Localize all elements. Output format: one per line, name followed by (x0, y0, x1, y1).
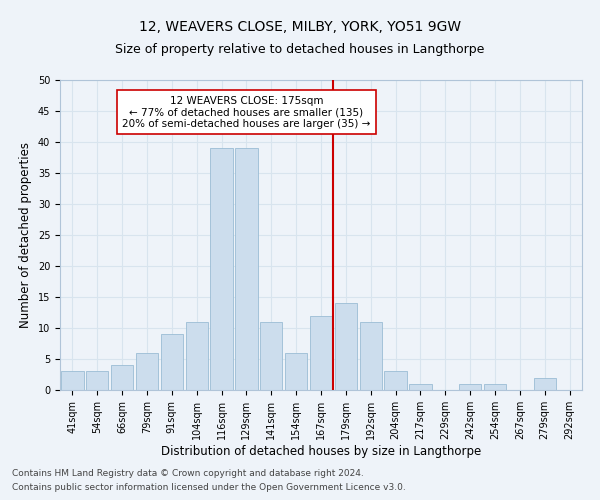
Text: Contains public sector information licensed under the Open Government Licence v3: Contains public sector information licen… (12, 484, 406, 492)
Bar (409, 384, 431, 390)
Bar (533, 378, 556, 390)
Text: Size of property relative to detached houses in Langthorpe: Size of property relative to detached ho… (115, 42, 485, 56)
Bar (185, 322, 208, 390)
Bar (161, 334, 183, 390)
Bar (459, 384, 481, 390)
Bar (136, 353, 158, 390)
Text: Distribution of detached houses by size in Langthorpe: Distribution of detached houses by size … (161, 445, 481, 458)
Text: Contains HM Land Registry data © Crown copyright and database right 2024.: Contains HM Land Registry data © Crown c… (12, 468, 364, 477)
Bar (111, 365, 133, 390)
Bar (61, 372, 83, 390)
Bar (235, 148, 257, 390)
Text: 12 WEAVERS CLOSE: 175sqm
← 77% of detached houses are smaller (135)
20% of semi-: 12 WEAVERS CLOSE: 175sqm ← 77% of detach… (122, 96, 371, 128)
Bar (385, 372, 407, 390)
Y-axis label: Number of detached properties: Number of detached properties (19, 142, 32, 328)
Bar (285, 353, 307, 390)
Bar (359, 322, 382, 390)
Text: 12, WEAVERS CLOSE, MILBY, YORK, YO51 9GW: 12, WEAVERS CLOSE, MILBY, YORK, YO51 9GW (139, 20, 461, 34)
Bar (310, 316, 332, 390)
Bar (335, 303, 357, 390)
Bar (260, 322, 283, 390)
Bar (484, 384, 506, 390)
Bar (86, 372, 109, 390)
Bar (211, 148, 233, 390)
